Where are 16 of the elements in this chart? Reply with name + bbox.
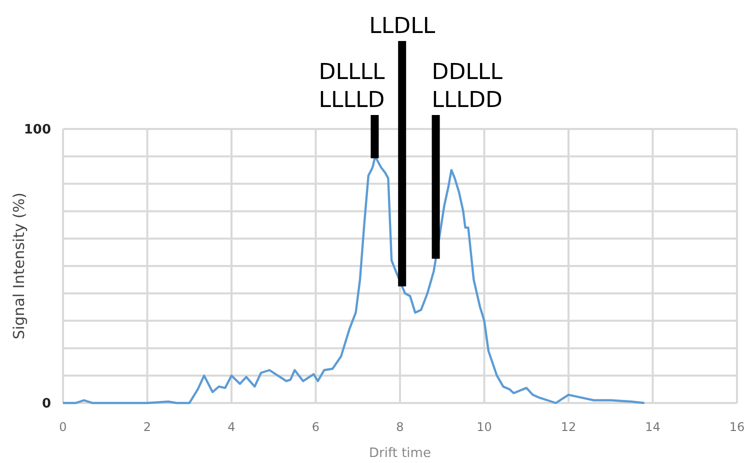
ref-line-label: DDLLL LLLDD xyxy=(432,60,504,113)
x-tick-label: 2 xyxy=(143,420,152,434)
x-tick-label: 4 xyxy=(228,420,236,434)
x-tick-label: 14 xyxy=(645,420,660,434)
x-tick-label: 6 xyxy=(312,420,320,434)
line-series xyxy=(62,155,646,404)
x-tick-label: 8 xyxy=(396,420,404,434)
x-axis-title: Drift time xyxy=(369,446,431,461)
ref-line-label: DLLLL LLLLD xyxy=(318,60,386,113)
x-tick-label: 12 xyxy=(560,420,576,434)
y-axis-title: Signal Intensity (%) xyxy=(10,192,28,340)
x-tick-label: 10 xyxy=(476,420,492,434)
ref-line-label: LLDLL xyxy=(369,14,436,39)
y-tick-label: 100 xyxy=(24,122,51,138)
x-tick-label: 0 xyxy=(59,420,67,434)
x-tick-label: 16 xyxy=(729,420,745,434)
